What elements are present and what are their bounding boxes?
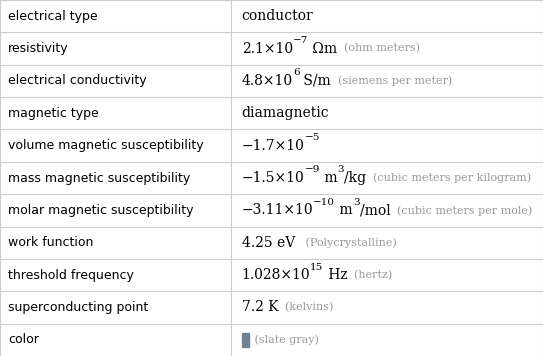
Text: (slate gray): (slate gray) <box>251 335 319 345</box>
Text: (cubic meters per mole): (cubic meters per mole) <box>390 205 533 216</box>
Text: 6: 6 <box>293 68 299 77</box>
Text: 3: 3 <box>353 198 359 207</box>
Text: (cubic meters per kilogram): (cubic meters per kilogram) <box>366 173 531 183</box>
Text: (Polycrystalline): (Polycrystalline) <box>295 237 396 248</box>
Text: electrical type: electrical type <box>8 10 98 23</box>
Text: (siemens per meter): (siemens per meter) <box>331 75 452 86</box>
Text: −3.11×10: −3.11×10 <box>242 203 313 218</box>
Text: 15: 15 <box>310 262 324 272</box>
Bar <box>242 333 249 347</box>
Text: 7.2 K: 7.2 K <box>242 300 278 314</box>
Text: superconducting point: superconducting point <box>8 301 148 314</box>
Text: Ωm: Ωm <box>308 42 337 56</box>
Text: (ohm meters): (ohm meters) <box>337 43 420 54</box>
Text: m: m <box>335 203 353 218</box>
Text: (hertz): (hertz) <box>347 270 393 280</box>
Text: m: m <box>320 171 337 185</box>
Text: mass magnetic susceptibility: mass magnetic susceptibility <box>8 172 191 184</box>
Text: /mol: /mol <box>359 203 390 218</box>
Text: Hz: Hz <box>324 268 347 282</box>
Text: threshold frequency: threshold frequency <box>8 268 134 282</box>
Text: electrical conductivity: electrical conductivity <box>8 74 147 88</box>
Text: 4.25 eV: 4.25 eV <box>242 236 295 250</box>
Text: −10: −10 <box>313 198 335 207</box>
Text: −9: −9 <box>305 166 320 174</box>
Text: 2.1×10: 2.1×10 <box>242 42 293 56</box>
Text: −1.5×10: −1.5×10 <box>242 171 305 185</box>
Text: −1.7×10: −1.7×10 <box>242 138 305 153</box>
Text: conductor: conductor <box>242 9 313 23</box>
Text: volume magnetic susceptibility: volume magnetic susceptibility <box>8 139 204 152</box>
Text: 1.028×10: 1.028×10 <box>242 268 310 282</box>
Text: diamagnetic: diamagnetic <box>242 106 329 120</box>
Text: magnetic type: magnetic type <box>8 107 99 120</box>
Text: molar magnetic susceptibility: molar magnetic susceptibility <box>8 204 194 217</box>
Text: work function: work function <box>8 236 93 249</box>
Text: 3: 3 <box>337 166 344 174</box>
Text: −5: −5 <box>305 133 320 142</box>
Text: (kelvins): (kelvins) <box>278 302 333 313</box>
Text: color: color <box>8 333 39 346</box>
Text: −7: −7 <box>293 36 308 45</box>
Text: /kg: /kg <box>344 171 366 185</box>
Text: S/m: S/m <box>299 74 331 88</box>
Text: resistivity: resistivity <box>8 42 69 55</box>
Text: 4.8×10: 4.8×10 <box>242 74 293 88</box>
